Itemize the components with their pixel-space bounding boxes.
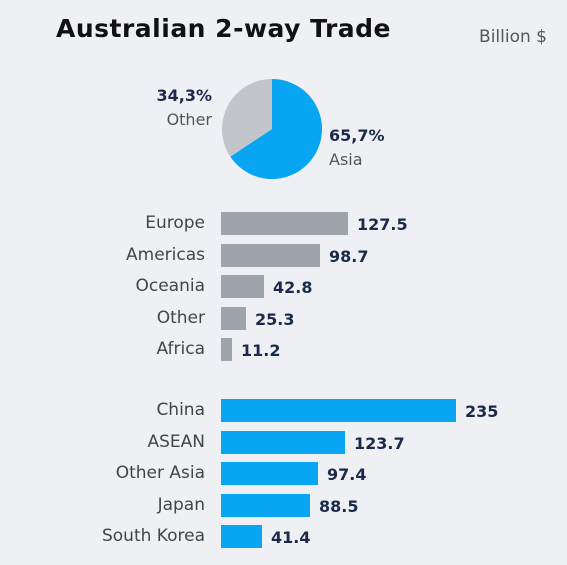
pie-name-asia: Asia (329, 150, 363, 169)
bar (221, 399, 456, 422)
bar-category-label: Oceania (135, 276, 205, 296)
bar (221, 275, 264, 298)
bar (221, 462, 318, 485)
bar-category-label: Other Asia (115, 463, 205, 483)
bar-value-label: 97.4 (327, 465, 367, 484)
pie-chart (222, 79, 322, 179)
bar (221, 525, 262, 548)
bar-value-label: 98.7 (329, 246, 369, 266)
bar-value-label: 41.4 (271, 528, 311, 547)
pie-pct-other: 34,3% (156, 86, 212, 105)
pie-pct-asia: 65,7% (329, 126, 385, 145)
bar-value-label: 123.7 (354, 433, 405, 453)
bar (221, 493, 310, 517)
pie-slice-other (222, 79, 272, 157)
bar-category-label: Other (156, 307, 205, 328)
pie-label-asia: 65,7% Asia (329, 124, 385, 172)
bar (221, 430, 345, 454)
bar-category-label: ASEAN (147, 431, 205, 452)
pie-label-other: 34,3% Other (150, 84, 212, 132)
unit-label: Billion $ (479, 27, 547, 47)
bar-category-label: Americas (126, 244, 205, 265)
pie-name-other: Other (166, 110, 212, 129)
bar-category-label: Japan (157, 494, 205, 515)
bar-value-label: 25.3 (255, 309, 295, 329)
bar-value-label: 127.5 (357, 215, 408, 234)
bar (221, 306, 246, 330)
bar-category-label: Africa (156, 339, 206, 359)
bar-value-label: 42.8 (273, 278, 313, 297)
bar (221, 338, 232, 361)
bar (221, 243, 320, 267)
pie-slice-asia (230, 79, 322, 179)
bar-value-label: 11.2 (241, 341, 281, 360)
bar-category-label: Europe (145, 213, 205, 233)
bar-value-label: 88.5 (319, 496, 359, 516)
bar (221, 212, 348, 235)
bar-category-label: China (156, 400, 205, 420)
bar-category-label: South Korea (101, 526, 205, 546)
bar-value-label: 235 (465, 402, 499, 421)
chart-title: Australian 2-way Trade (56, 14, 392, 43)
